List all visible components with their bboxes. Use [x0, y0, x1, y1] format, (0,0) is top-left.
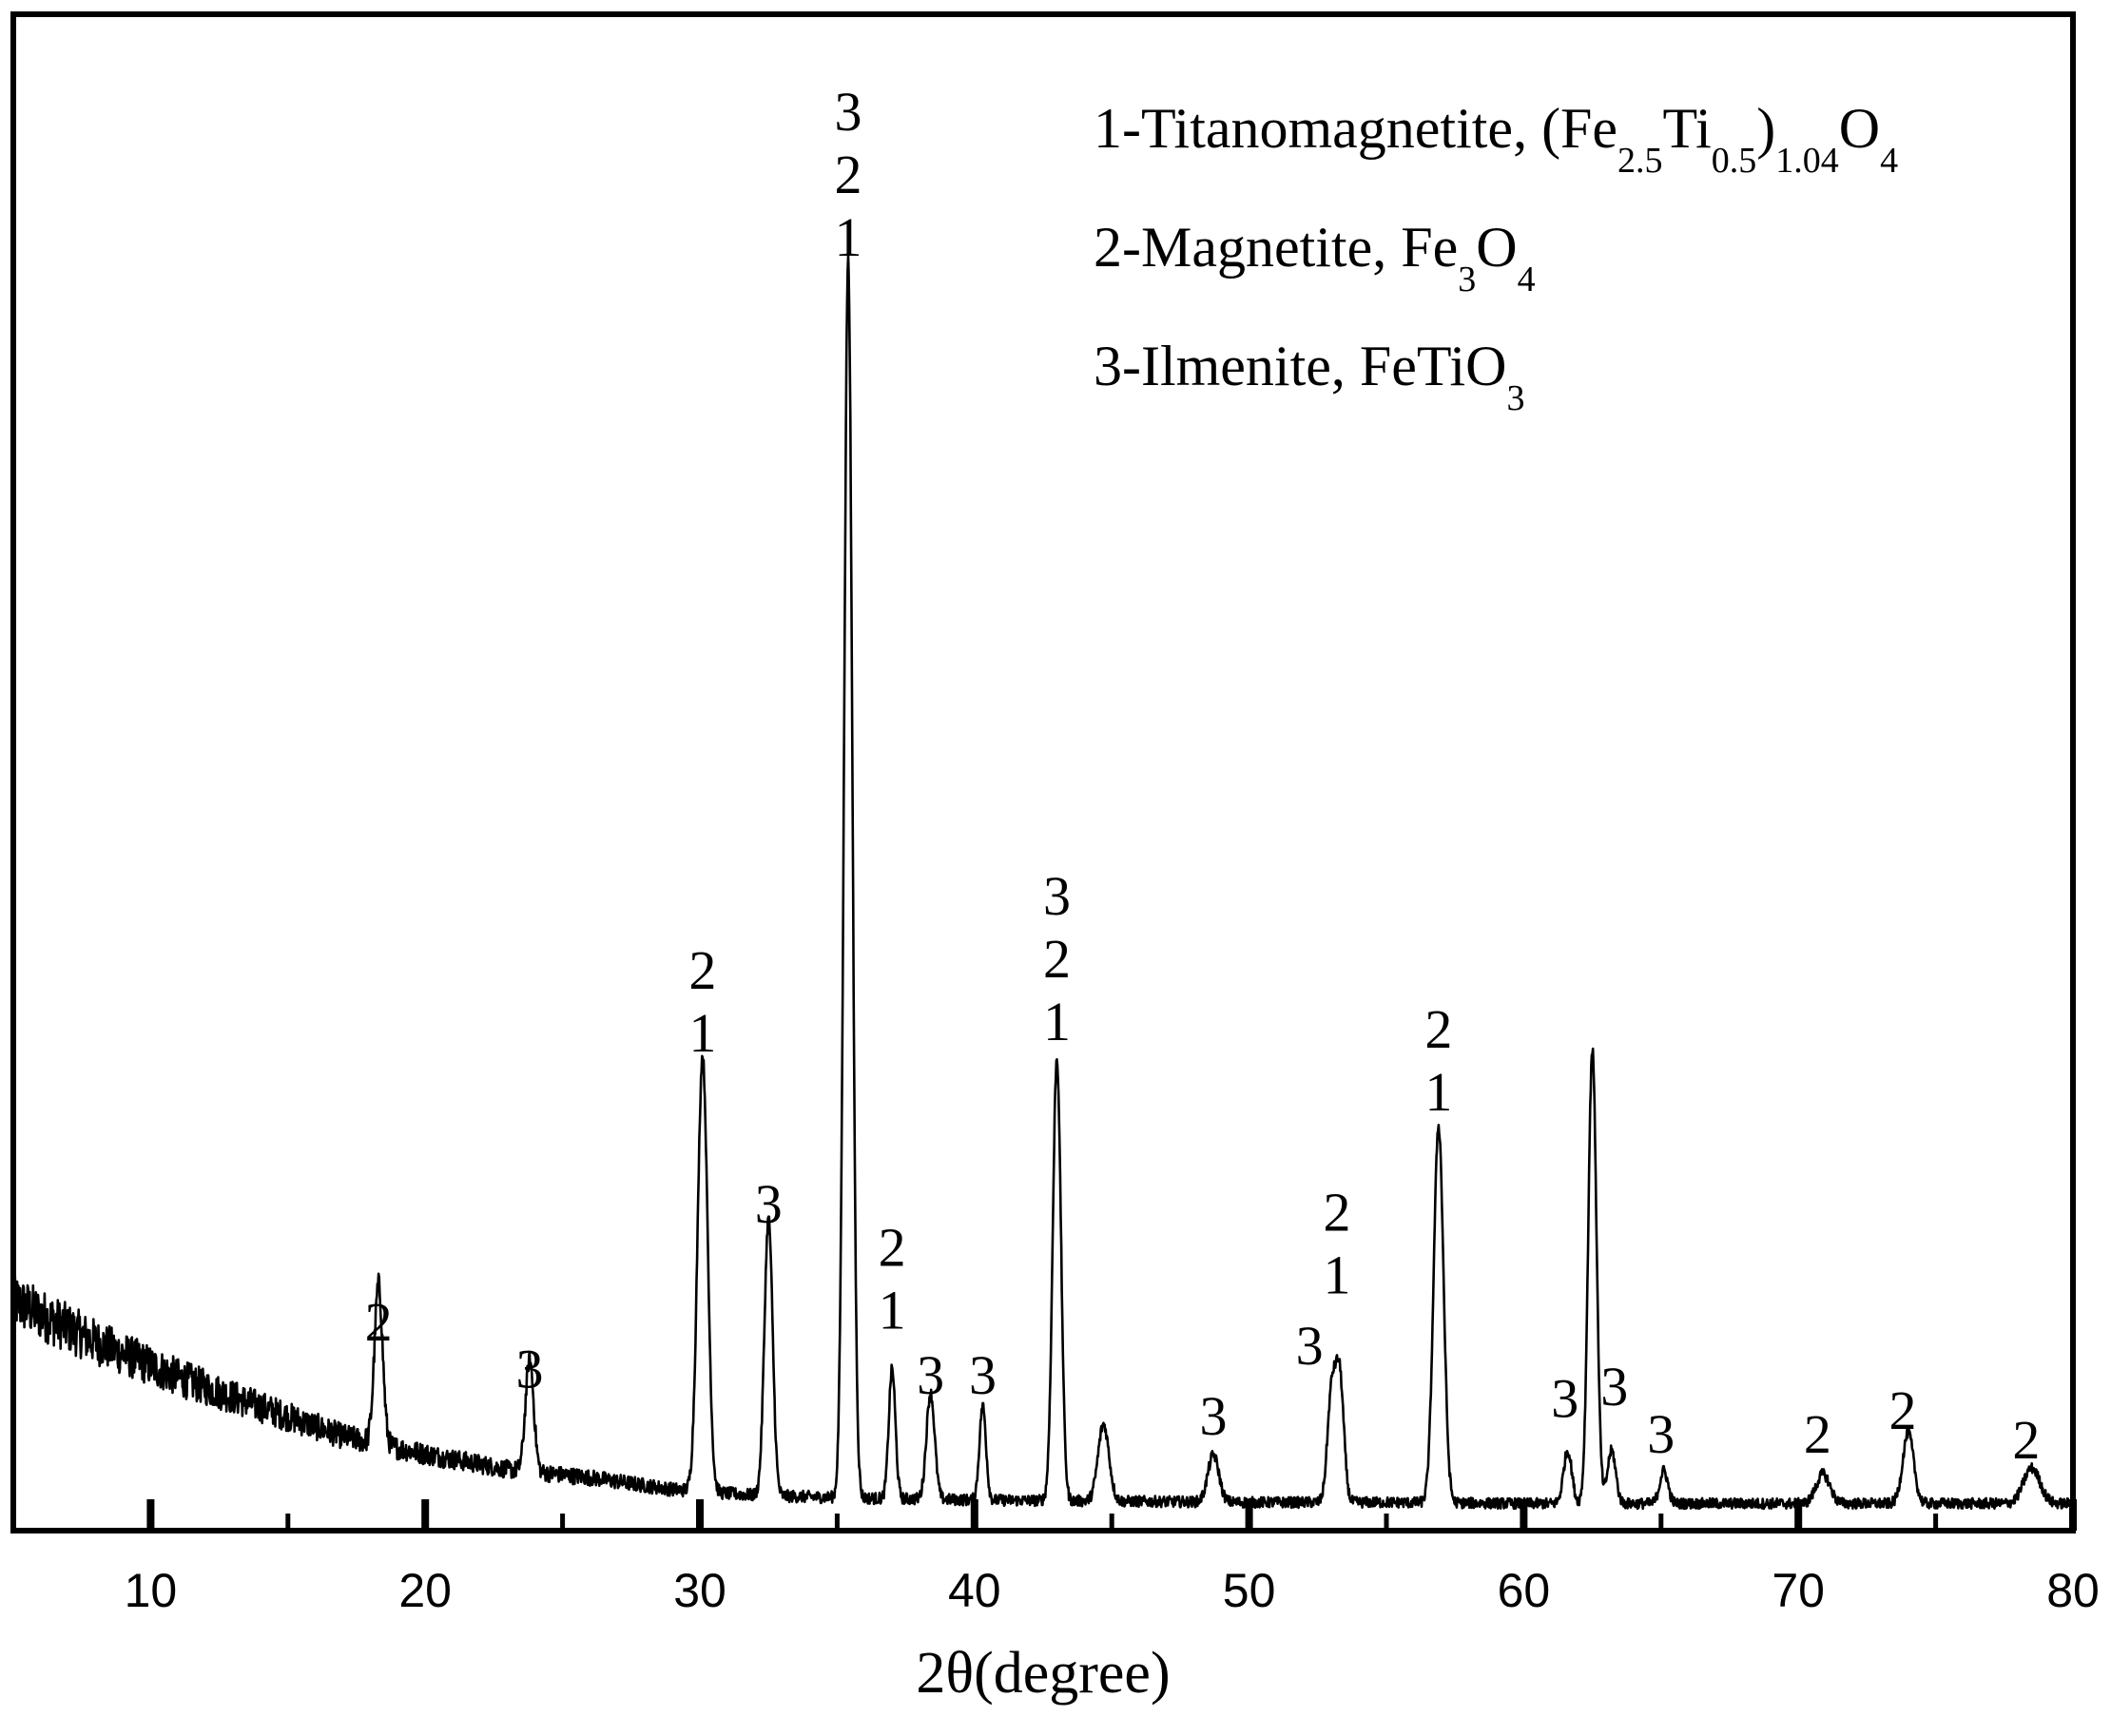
- peak-annotation: 21: [688, 939, 716, 1064]
- peak-phase-label: 3: [1600, 1356, 1628, 1418]
- x-tick-label: 30: [673, 1564, 726, 1617]
- peak-phase-label: 2: [1043, 928, 1071, 990]
- peak-phase-label: 2: [365, 1291, 393, 1353]
- peak-phase-label: 3: [1551, 1368, 1578, 1430]
- peak-annotation: 321: [834, 81, 862, 268]
- peak-annotation: 3: [515, 1339, 543, 1400]
- peak-phase-label: 1: [879, 1280, 906, 1341]
- peak-annotation: 21: [1424, 998, 1452, 1123]
- peak-phase-label: 3: [1043, 865, 1071, 927]
- peak-annotation: 3: [1200, 1385, 1228, 1447]
- peak-phase-label: 2: [834, 144, 862, 205]
- x-tick-label: 40: [948, 1564, 1001, 1617]
- xrd-pattern-line: [11, 254, 2075, 1511]
- peak-phase-label: 2: [879, 1217, 906, 1279]
- legend-entry-2: 2-Magnetite, Fe3O4: [1094, 216, 1536, 299]
- legend-entry-3: 3-Ilmenite, FeTiO3: [1094, 335, 1524, 418]
- peak-phase-label: 2: [1424, 998, 1452, 1060]
- peak-phase-label: 2: [1324, 1181, 1351, 1243]
- peak-annotation: 3: [1551, 1368, 1578, 1430]
- peak-phase-label: 3: [969, 1344, 997, 1406]
- x-axis-title: 2θ(degree): [916, 1641, 1170, 1706]
- peak-phase-label: 1: [1424, 1061, 1452, 1123]
- peak-annotation: 3: [1296, 1315, 1324, 1377]
- x-tick-label: 80: [2046, 1564, 2100, 1617]
- peak-phase-label: 1: [834, 206, 862, 268]
- peak-phase-label: 1: [1043, 991, 1071, 1052]
- peak-phase-label: 3: [917, 1344, 944, 1406]
- x-axis-tick-labels: 10 20 30 40 50 60 70 80: [125, 1564, 2100, 1617]
- plot-frame: [10, 11, 2076, 1533]
- peak-phase-label: 2: [688, 939, 716, 1001]
- peak-annotation: 321: [1043, 865, 1071, 1052]
- x-axis-ticks: [146, 1499, 2077, 1531]
- peak-annotation: 3: [969, 1344, 997, 1406]
- legend: 1-Titanomagnetite, (Fe2.5Ti0.5)1.04O4 2-M…: [1094, 97, 1898, 418]
- peak-phase-label: 2: [1888, 1379, 1916, 1441]
- peak-phase-label: 2: [1804, 1403, 1831, 1465]
- legend-entry-1: 1-Titanomagnetite, (Fe2.5Ti0.5)1.04O4: [1094, 97, 1898, 181]
- peak-annotation: 2: [1888, 1379, 1916, 1441]
- peak-phase-label: 1: [688, 1002, 716, 1064]
- peak-annotation: 3: [1647, 1403, 1675, 1465]
- peak-annotation: 3: [1600, 1356, 1628, 1418]
- peak-annotation: 2: [2012, 1409, 2040, 1471]
- peak-phase-label: 3: [834, 81, 862, 143]
- peak-annotation: 3: [755, 1173, 783, 1235]
- peak-phase-label: 3: [515, 1339, 543, 1400]
- peak-phase-label: 1: [1324, 1244, 1351, 1305]
- x-tick-label: 60: [1498, 1564, 1551, 1617]
- x-tick-label: 70: [1772, 1564, 1825, 1617]
- peak-phase-label: 3: [755, 1173, 783, 1235]
- peak-annotation: 21: [879, 1217, 906, 1341]
- peak-phase-label: 3: [1296, 1315, 1324, 1377]
- peak-annotation: 2: [365, 1291, 393, 1353]
- peak-phase-label: 2: [2012, 1409, 2040, 1471]
- peak-phase-label: 3: [1647, 1403, 1675, 1465]
- peak-phase-label: 3: [1200, 1385, 1228, 1447]
- peak-annotation: 3: [917, 1344, 944, 1406]
- peak-annotation: 2: [1804, 1403, 1831, 1465]
- x-tick-label: 20: [398, 1564, 452, 1617]
- x-tick-label: 10: [125, 1564, 178, 1617]
- peak-annotation: 21: [1324, 1181, 1351, 1305]
- x-tick-label: 50: [1223, 1564, 1276, 1617]
